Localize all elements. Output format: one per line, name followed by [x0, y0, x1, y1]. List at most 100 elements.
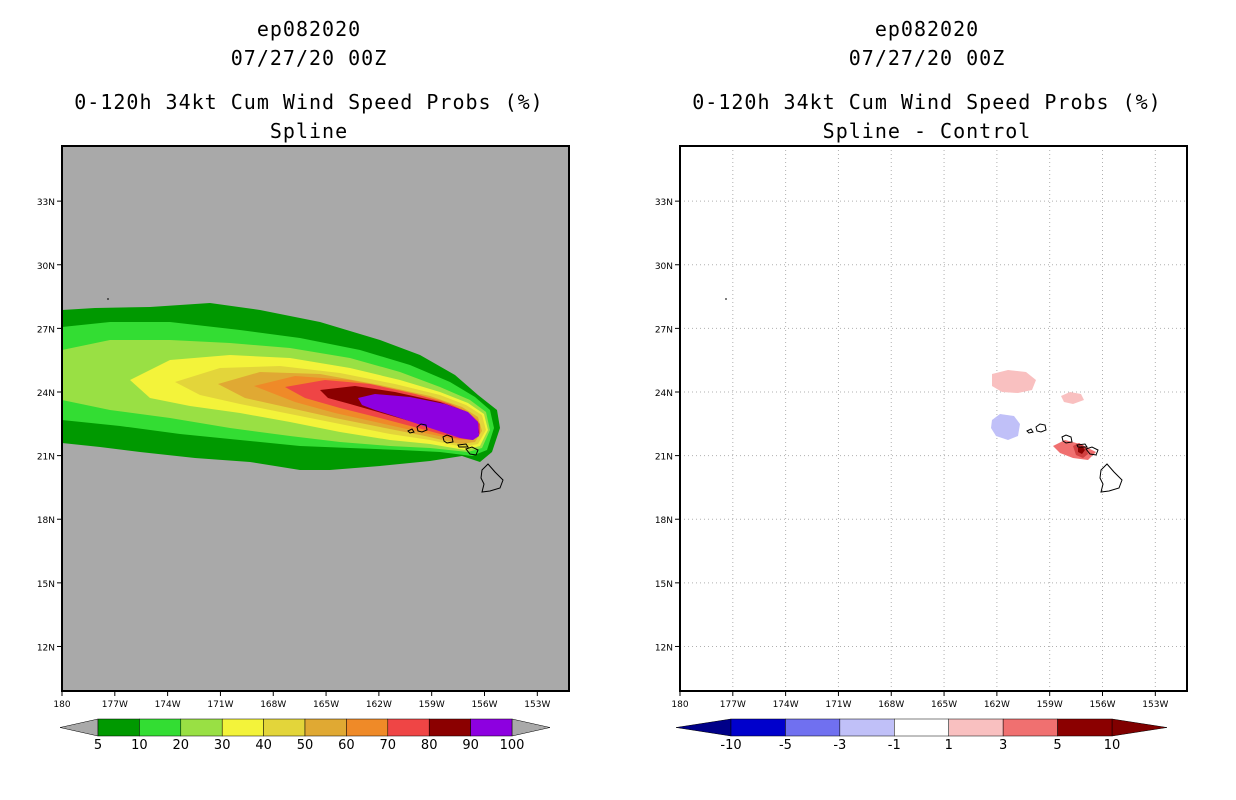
map-background: [680, 146, 1187, 691]
niihau-island: [407, 428, 415, 434]
lon-tick-label: 162W: [984, 700, 1010, 710]
panel-subtitle: Spline - Control: [822, 119, 1032, 143]
gridlines: [680, 146, 1187, 691]
colorbar-end-arrow: [1111, 718, 1168, 737]
colorbar-end-arrow: [511, 718, 551, 737]
colorbar-label: 5: [1053, 738, 1061, 753]
lon-tick-label: 174W: [773, 700, 799, 710]
colorbar-segment: [470, 718, 513, 737]
colorbar-segment: [304, 718, 347, 737]
forecast-datetime: 07/27/20 00Z: [848, 46, 1006, 70]
storm-id: ep082020: [256, 17, 362, 41]
lat-tick-label: 15N: [37, 580, 55, 590]
oahu-island: [442, 434, 454, 444]
colorbar-segment: [730, 718, 786, 737]
lon-tick-label: 174W: [155, 700, 181, 710]
hawaii-coastline: [725, 298, 1123, 493]
colorbar-start-arrow: [675, 718, 732, 737]
map-frame: [61, 145, 570, 692]
lon-tick-label: 180: [671, 700, 688, 710]
colorbar-segment: [1057, 718, 1113, 737]
colorbar-label: 30: [214, 738, 231, 753]
colorbar-label: 50: [297, 738, 314, 753]
colorbar: -10 -5 -3 -1 1 3 5 10: [675, 718, 1168, 753]
right-map-svg: 33N 30N 27N 24N 21N 18N 15N 12N 180 177W 174W 171W…: [655, 145, 1188, 753]
colorbar-segment: [1002, 718, 1058, 737]
product-title: 0-120h 34kt Cum Wind Speed Probs (%): [692, 90, 1162, 114]
molokai-island: [1076, 443, 1088, 448]
lon-tick-label: 171W: [825, 700, 851, 710]
colorbar-label: 1: [945, 738, 953, 753]
lon-tick-label: 159W: [419, 700, 445, 710]
lat-tick-label: 30N: [655, 262, 673, 272]
lon-tick-label: 165W: [313, 700, 339, 710]
colorbar-label: 80: [421, 738, 438, 753]
colorbar-segment: [894, 718, 949, 737]
lat-tick-label: 21N: [37, 453, 55, 463]
colorbar-segment: [346, 718, 389, 737]
lat-tick-label: 33N: [655, 198, 673, 208]
lat-tick-label: 12N: [655, 643, 673, 653]
colorbar-label: -10: [720, 738, 741, 753]
colorbar-label: 20: [173, 738, 190, 753]
colorbar-label: -3: [833, 738, 846, 753]
panel-subtitle: Spline: [269, 119, 349, 143]
maui-island: [1085, 446, 1099, 456]
lat-tick-label: 24N: [37, 389, 55, 399]
lon-tick-label: 162W: [366, 700, 392, 710]
lon-tick-label: 177W: [102, 700, 128, 710]
product-title: 0-120h 34kt Cum Wind Speed Probs (%): [74, 90, 544, 114]
right-panel: ep082020 07/27/20 00Z 0-120h 34kt Cum Wi…: [618, 0, 1236, 800]
colorbar-label: 3: [999, 738, 1007, 753]
lon-tick-label: 171W: [207, 700, 233, 710]
probability-contours: [62, 303, 500, 470]
longitude-axis: 180 177W 174W 171W 168W 165W 162W 159W 156W 153W: [53, 691, 550, 710]
colorbar-segment: [139, 718, 182, 737]
kauai-island: [1035, 423, 1047, 433]
difference-contours: [991, 370, 1096, 460]
colorbar: 5 10 20 30 40 50 60 70 80 90 100: [59, 718, 551, 753]
lat-tick-label: 24N: [655, 389, 673, 399]
lat-tick-label: 12N: [37, 643, 55, 653]
colorbar-label: -1: [888, 738, 901, 753]
anomaly-positive-kauai-north: [992, 370, 1036, 393]
molokai-island: [457, 443, 469, 448]
lat-tick-label: 21N: [655, 453, 673, 463]
anomaly-core-maui: [1078, 446, 1085, 454]
lat-tick-label: 33N: [37, 198, 55, 208]
lat-tick-label: 27N: [37, 325, 55, 335]
lat-tick-label: 30N: [37, 262, 55, 272]
left-panel: ep082020 07/27/20 00Z 0-120h 34kt Cum Wi…: [37, 17, 570, 753]
lon-tick-label: 177W: [720, 700, 746, 710]
lon-tick-label: 153W: [524, 700, 550, 710]
map-frame: [679, 145, 1188, 692]
lon-tick-label: 168W: [260, 700, 286, 710]
colorbar-segment: [428, 718, 471, 737]
lon-tick-label: 168W: [878, 700, 904, 710]
lon-tick-label: 165W: [931, 700, 957, 710]
colorbar-segment: [180, 718, 223, 737]
colorbar-start-arrow: [59, 718, 99, 737]
niihau-island: [1026, 428, 1034, 434]
colorbar-label: 90: [462, 738, 479, 753]
latitude-axis: 33N 30N 27N 24N 21N 18N 15N 12N: [655, 198, 680, 653]
colorbar-segment: [839, 718, 895, 737]
latitude-axis: 33N 30N 27N 24N 21N 18N 15N 12N: [37, 198, 62, 653]
longitude-axis: 180 177W 174W 171W 168W 165W 162W 159W 156W 153W: [671, 691, 1168, 710]
big-island: [480, 463, 504, 493]
colorbar-label: 60: [338, 738, 355, 753]
colorbar-label: -5: [779, 738, 792, 753]
colorbar-segment: [97, 718, 140, 737]
colorbar-segment: [263, 718, 306, 737]
lat-tick-label: 15N: [655, 580, 673, 590]
lat-tick-label: 18N: [655, 516, 673, 526]
lon-tick-label: 159W: [1037, 700, 1063, 710]
colorbar-segment: [387, 718, 430, 737]
colorbar-label: 40: [255, 738, 272, 753]
lon-tick-label: 156W: [1089, 700, 1115, 710]
colorbar-segment: [785, 718, 841, 737]
colorbar-label: 10: [131, 738, 148, 753]
colorbar-label: 10: [1104, 738, 1121, 753]
lon-tick-label: 153W: [1142, 700, 1168, 710]
kauai-island: [416, 423, 428, 433]
